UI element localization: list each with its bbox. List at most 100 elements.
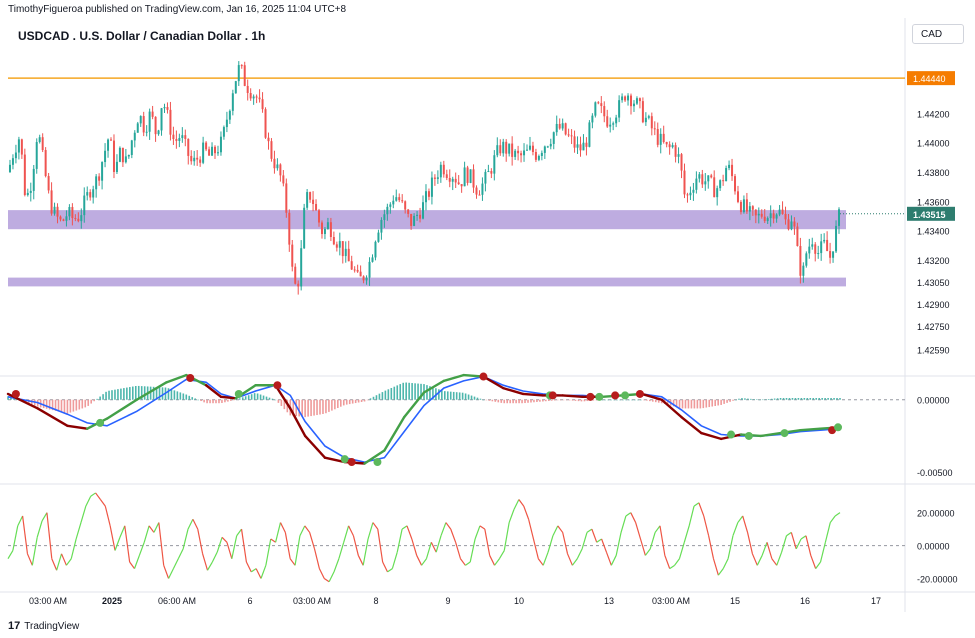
macd-histogram-bar (515, 399, 517, 404)
candle (157, 130, 160, 135)
candle (145, 131, 148, 133)
oscillator-segment (236, 528, 243, 537)
candle (472, 169, 475, 188)
candle (781, 209, 784, 214)
price-tick-label: 1.43050 (917, 278, 950, 288)
oscillator-segment (771, 558, 778, 566)
macd-histogram-bar (87, 399, 90, 406)
macd-histogram-bar (167, 388, 170, 400)
candle (829, 251, 832, 258)
candle (487, 171, 490, 173)
oscillator-segment (465, 561, 471, 566)
macd-histogram-bar (726, 399, 728, 403)
candle (222, 127, 225, 137)
macd-histogram-bar (247, 395, 250, 400)
candle (20, 139, 23, 155)
crossover-marker (780, 429, 789, 438)
oscillator-segment (211, 551, 218, 563)
macd-histogram-bar (105, 391, 107, 400)
macd-histogram-bar (607, 399, 610, 401)
macd-histogram-bar (530, 399, 532, 403)
candle (264, 109, 267, 138)
oscillator-segment (430, 542, 437, 553)
candle (77, 218, 80, 222)
candle (294, 266, 297, 284)
macd-histogram-bar (304, 399, 306, 418)
candle (190, 155, 193, 162)
candle (38, 137, 41, 143)
macd-histogram-bar (464, 393, 467, 400)
candle (546, 146, 549, 148)
candle (600, 103, 603, 107)
macd-histogram-bar (723, 399, 725, 404)
candle (419, 214, 422, 219)
candle (796, 226, 799, 246)
candle (205, 142, 208, 150)
candle (356, 269, 359, 272)
candle (606, 116, 609, 127)
macd-histogram-bar (426, 385, 428, 400)
candle (555, 123, 558, 133)
price-tick-label: 1.43600 (917, 197, 950, 207)
oscillator-segment (421, 558, 427, 566)
oscillator-segment (654, 525, 661, 533)
candle (445, 174, 448, 178)
macd-histogram-bar (51, 399, 54, 411)
candle (665, 141, 668, 145)
candle (89, 192, 92, 198)
macd-histogram-bar (334, 399, 336, 410)
oscillator-segment (119, 525, 126, 538)
candle (365, 277, 368, 281)
candle (101, 162, 104, 181)
macd-histogram-bar (197, 399, 199, 401)
candle (121, 147, 124, 163)
macd-histogram-bar (764, 399, 767, 400)
currency-selector[interactable]: CAD (912, 24, 964, 44)
crossover-marker (621, 391, 630, 400)
macd-histogram-bar (646, 399, 648, 401)
oscillator-segment (377, 529, 384, 563)
candle (624, 96, 627, 101)
candle (297, 283, 300, 287)
macd-histogram-bar (206, 399, 208, 404)
macd-histogram-bar (366, 399, 369, 401)
macd-histogram-bar (390, 388, 393, 400)
candle (83, 195, 86, 216)
oscillator-segment (95, 492, 101, 500)
oscillator-segment (586, 528, 593, 533)
candle (805, 253, 808, 266)
macd-histogram-bar (595, 399, 598, 401)
oscillator-segment (786, 531, 792, 537)
macd-histogram-bar (429, 386, 431, 400)
macd-histogram-bar (758, 399, 761, 401)
macd-histogram-bar (381, 392, 384, 400)
macd-histogram-bar (770, 398, 773, 400)
candle (291, 244, 294, 267)
oscillator-segment (581, 532, 588, 550)
macd-tick-label: -0.00500 (917, 468, 953, 478)
macd-histogram-bar (215, 399, 217, 404)
macd-histogram-bar (129, 387, 131, 400)
oscillator-segment (41, 512, 48, 522)
candle (279, 164, 282, 176)
candle (615, 117, 618, 124)
oscillator-segment (343, 525, 350, 543)
candle (261, 99, 264, 110)
candle (517, 150, 520, 154)
candle (710, 175, 713, 178)
candle (184, 135, 187, 139)
candle (65, 216, 68, 221)
macd-histogram-bar (643, 399, 645, 401)
candle (769, 213, 772, 219)
oscillator-segment (596, 538, 602, 543)
candle (8, 164, 11, 172)
candle (820, 241, 823, 254)
oscillator-segment (815, 561, 822, 569)
macd-histogram-bar (657, 399, 660, 403)
macd-line-segment (700, 431, 723, 441)
oscillator-segment (498, 550, 505, 560)
candle (627, 95, 630, 101)
candle (674, 145, 677, 157)
candle (561, 123, 564, 129)
